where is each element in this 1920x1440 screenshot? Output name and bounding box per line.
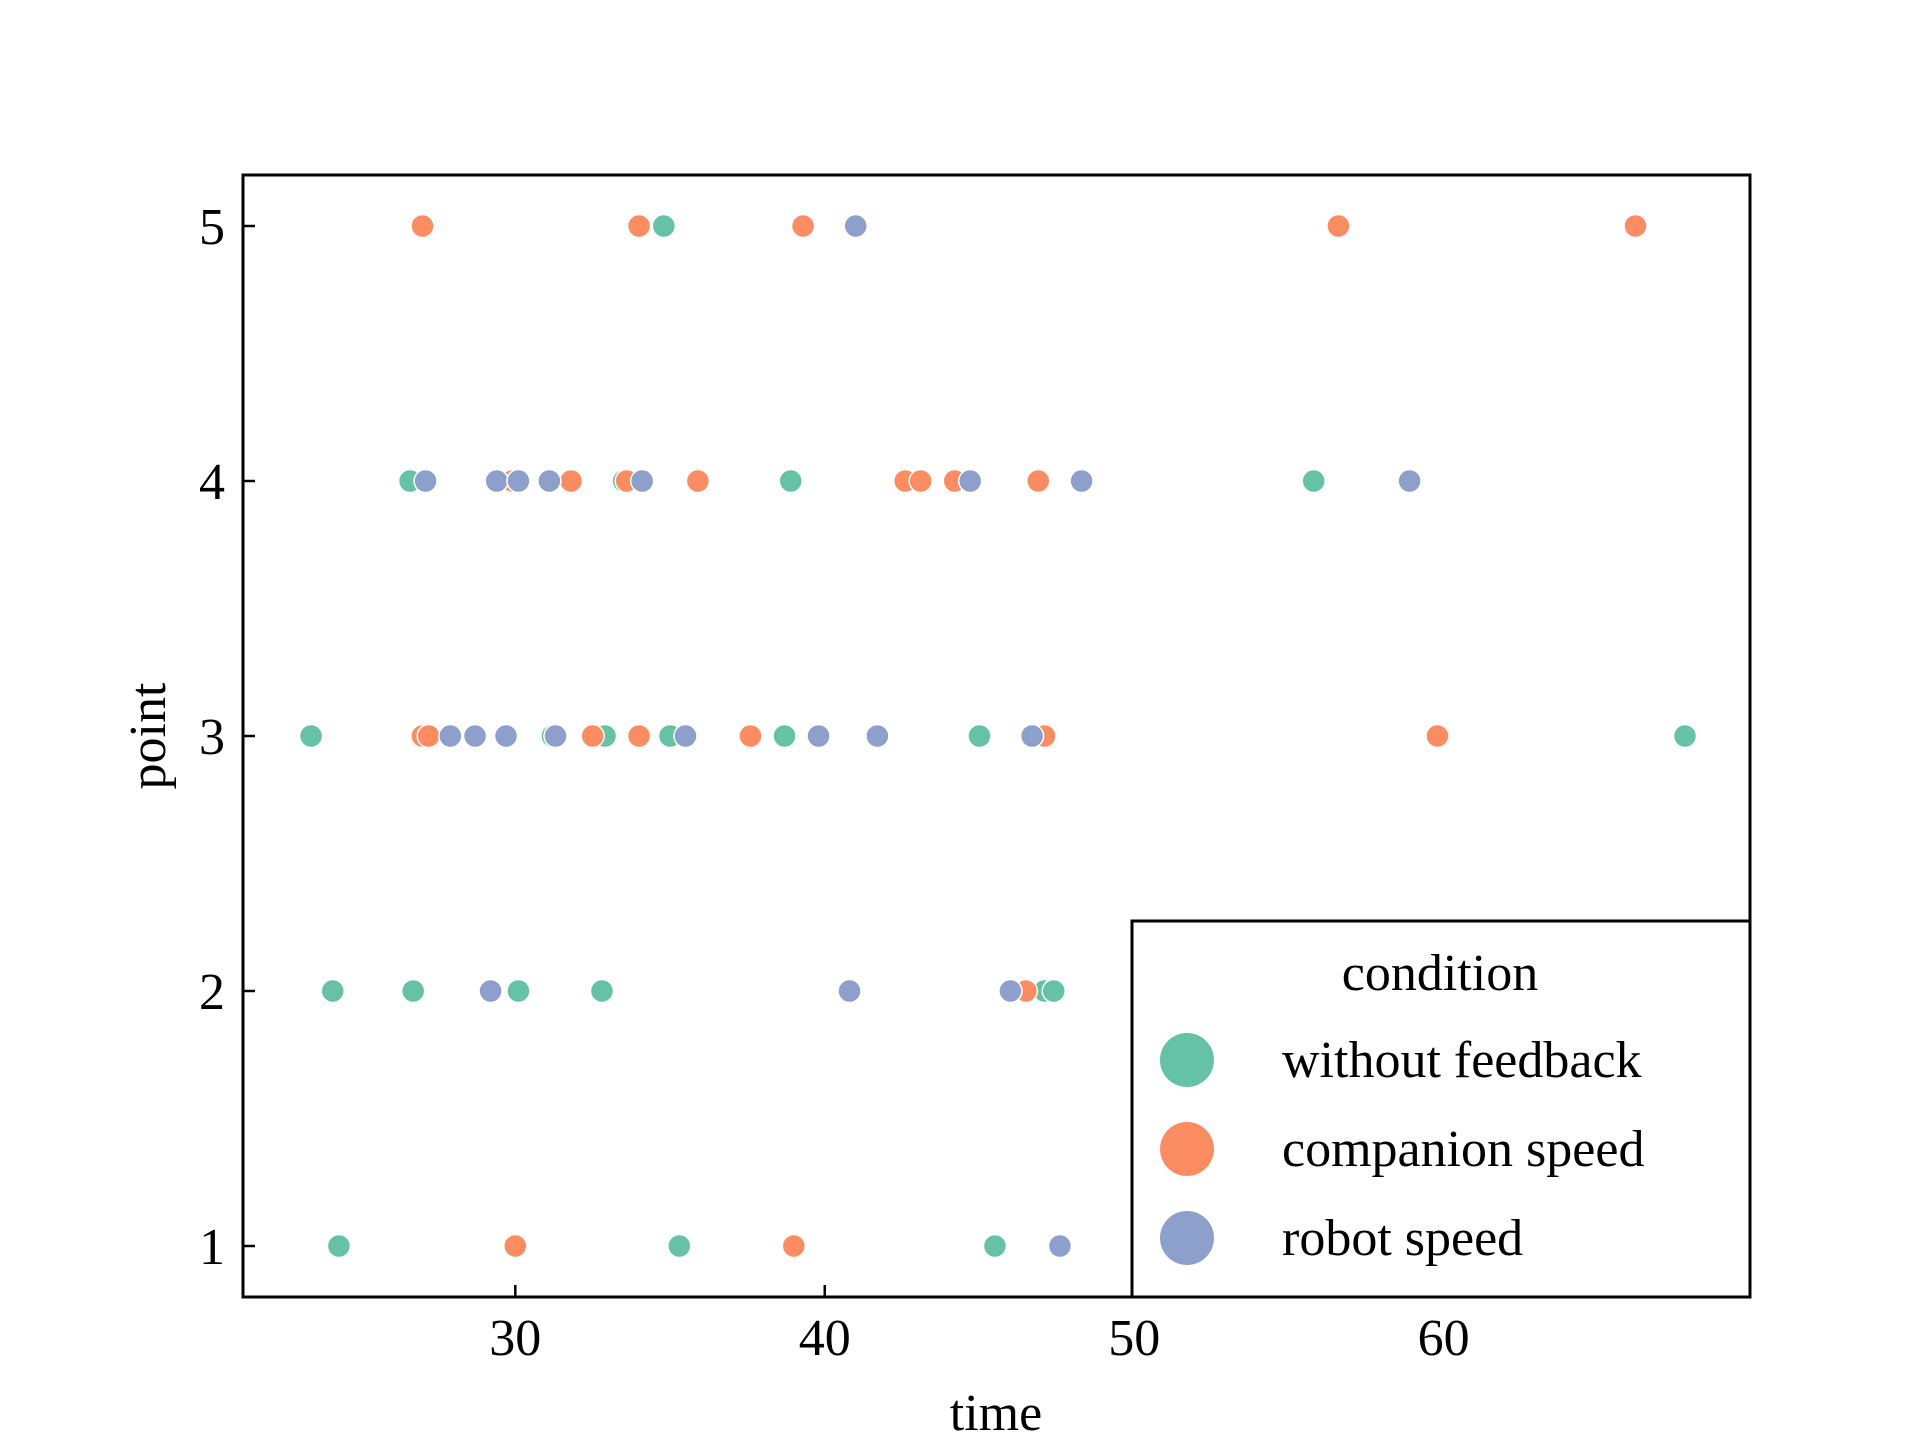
data-point	[298, 723, 324, 749]
legend-box	[1130, 919, 1752, 1299]
data-point	[543, 723, 568, 749]
y-axis-label: point	[120, 682, 177, 789]
legend-marker	[1160, 1211, 1214, 1265]
data-point	[1397, 468, 1422, 494]
data-point	[326, 1233, 352, 1259]
data-point	[580, 723, 605, 749]
data-point	[1047, 1233, 1073, 1259]
data-points	[298, 213, 1698, 1259]
data-point	[865, 723, 890, 749]
y-tick-label: 5	[199, 199, 225, 256]
data-point	[416, 723, 441, 749]
data-point	[589, 978, 615, 1004]
data-point	[790, 213, 816, 239]
data-point	[781, 1233, 807, 1259]
data-point	[673, 723, 698, 749]
x-tick-label: 60	[1418, 1310, 1470, 1367]
data-point	[503, 1233, 528, 1259]
data-point	[537, 468, 562, 494]
data-point	[1301, 468, 1326, 494]
data-point	[685, 468, 711, 494]
data-point	[506, 978, 531, 1004]
axis-ticks: 30 40 50 60 1 2 3 4 5	[199, 199, 1470, 1367]
x-tick-label: 40	[799, 1310, 851, 1367]
x-tick-label: 50	[1108, 1310, 1160, 1367]
legend-marker	[1160, 1033, 1214, 1087]
data-point	[778, 468, 803, 494]
data-point	[982, 1233, 1008, 1259]
y-tick-label: 1	[199, 1219, 225, 1276]
data-point	[837, 978, 862, 1004]
x-tick-label: 30	[489, 1310, 541, 1367]
data-point	[1019, 723, 1045, 749]
plot-area-frame	[241, 173, 1752, 1299]
data-point	[413, 468, 438, 494]
legend: condition without feedback companion spee…	[1130, 919, 1752, 1299]
data-point	[1026, 468, 1051, 494]
data-point	[667, 1233, 692, 1259]
data-point	[1326, 213, 1351, 239]
x-axis-label: time	[950, 1385, 1042, 1440]
data-point	[629, 468, 655, 494]
y-tick-label: 4	[199, 454, 225, 511]
data-point	[843, 213, 868, 239]
data-point	[738, 723, 763, 749]
data-point	[772, 723, 797, 749]
data-point	[1041, 978, 1066, 1004]
data-point	[320, 978, 345, 1004]
data-point	[438, 723, 463, 749]
data-point	[651, 213, 677, 239]
legend-entry-label: without feedback	[1282, 1032, 1642, 1089]
y-tick-label: 3	[199, 709, 225, 766]
data-point	[626, 213, 652, 239]
data-point	[410, 213, 435, 239]
data-point	[1623, 213, 1648, 239]
data-point	[400, 978, 426, 1004]
data-point	[626, 723, 652, 749]
data-point	[558, 468, 584, 494]
data-point	[967, 723, 992, 749]
data-point	[1069, 468, 1094, 494]
data-point	[478, 978, 503, 1004]
data-point	[1425, 723, 1450, 749]
data-point	[957, 468, 983, 494]
legend-marker	[1160, 1122, 1214, 1176]
data-point	[506, 468, 531, 494]
data-point	[1672, 723, 1698, 749]
legend-entry-label: companion speed	[1282, 1121, 1644, 1178]
data-point	[998, 978, 1023, 1004]
legend-title: condition	[1342, 945, 1538, 1002]
data-point	[462, 723, 488, 749]
data-point	[806, 723, 831, 749]
data-point	[493, 723, 519, 749]
legend-entry-label: robot speed	[1282, 1210, 1523, 1267]
y-tick-label: 2	[199, 964, 225, 1021]
data-point	[908, 468, 933, 494]
data-point	[484, 468, 509, 494]
